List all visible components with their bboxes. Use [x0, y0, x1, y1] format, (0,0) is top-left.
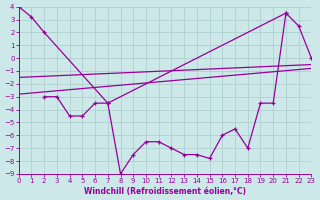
X-axis label: Windchill (Refroidissement éolien,°C): Windchill (Refroidissement éolien,°C): [84, 187, 246, 196]
